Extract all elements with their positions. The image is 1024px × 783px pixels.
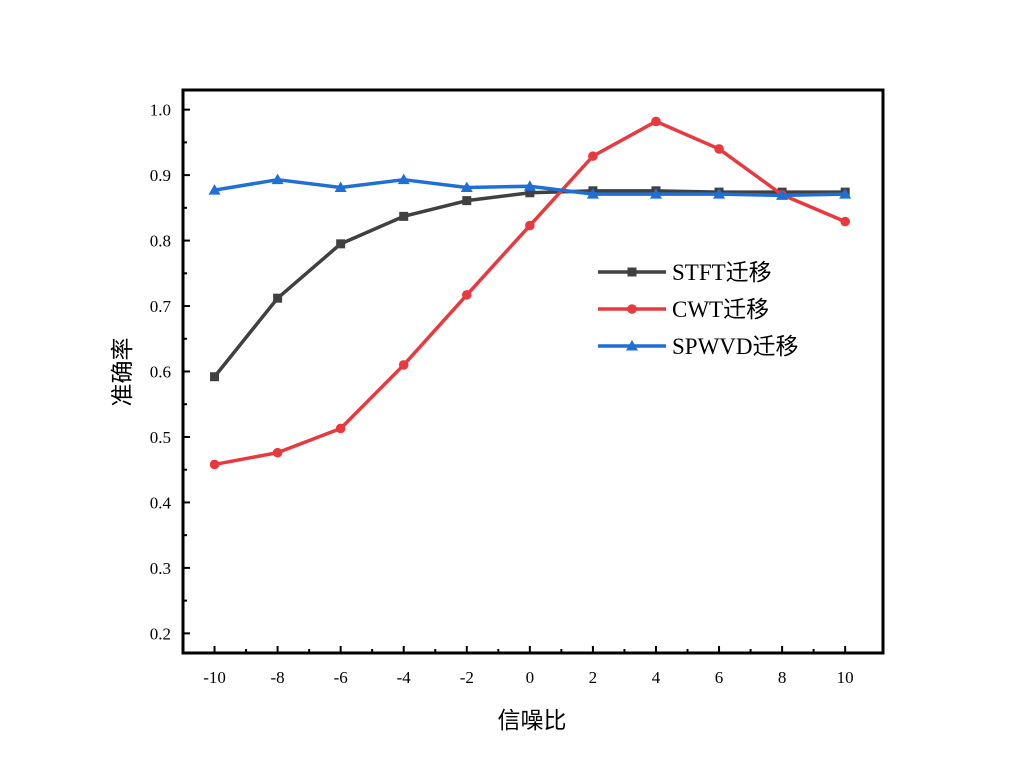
data-point	[272, 447, 283, 458]
legend-marker	[627, 304, 637, 314]
x-tick-label: 6	[715, 668, 724, 687]
data-point	[273, 293, 283, 303]
x-tick-label: -6	[334, 668, 348, 687]
data-point	[776, 189, 789, 200]
y-tick-label: 0.3	[150, 559, 171, 578]
data-point	[649, 188, 662, 199]
data-point	[334, 181, 347, 193]
x-tick-label: -10	[203, 668, 226, 687]
data-point	[651, 116, 661, 127]
legend-marker	[627, 267, 637, 277]
data-point	[588, 151, 598, 161]
series-line	[214, 119, 846, 467]
series-layer	[208, 116, 852, 470]
y-tick-label: 0.8	[150, 232, 171, 251]
series-2	[209, 116, 850, 470]
x-tick-label: 10	[837, 668, 854, 687]
data-point	[398, 360, 409, 370]
data-point	[840, 216, 850, 227]
data-point	[208, 184, 221, 195]
y-tick-label: 0.7	[150, 297, 172, 316]
legend-label: CWT迁移	[672, 297, 769, 322]
plot-frame	[181, 88, 885, 655]
x-tick-label: 2	[589, 668, 598, 687]
x-tick-label: 8	[778, 668, 787, 687]
legend: STFT迁移 CWT迁移 SPWVD迁移	[598, 260, 799, 359]
data-point	[586, 188, 599, 199]
y-tick-label: 0.5	[150, 428, 171, 447]
data-point	[713, 188, 726, 199]
data-point	[462, 196, 472, 206]
data-point	[336, 239, 346, 249]
x-axis-title: 信噪比	[498, 708, 567, 733]
y-tick-label: 0.2	[150, 624, 171, 643]
y-axis-title: 准确率	[110, 338, 135, 407]
x-tick-label: -2	[460, 668, 474, 687]
legend-item: SPWVD迁移	[598, 334, 799, 359]
series-3	[208, 173, 852, 200]
data-point	[210, 372, 220, 382]
y-tick-label: 1.0	[150, 101, 171, 120]
data-point	[714, 144, 724, 154]
y-axis: 0.2 0.3 0.4 0.5 0.6 0.7 0.8 0.9 1.0	[150, 101, 190, 643]
data-point	[209, 459, 220, 470]
data-point	[839, 188, 852, 199]
x-tick-label: -4	[397, 668, 412, 687]
y-tick-label: 0.6	[150, 363, 171, 382]
data-point	[525, 220, 535, 231]
legend-label: STFT迁移	[672, 260, 772, 285]
legend-item: CWT迁移	[598, 297, 769, 322]
legend-label: SPWVD迁移	[672, 334, 799, 359]
legend-item: STFT迁移	[598, 260, 772, 285]
x-tick-label: -8	[271, 668, 285, 687]
y-tick-label: 0.9	[150, 166, 171, 185]
data-point	[461, 290, 472, 300]
data-point	[271, 173, 284, 185]
data-point	[335, 423, 346, 434]
data-point	[460, 181, 473, 193]
y-tick-label: 0.4	[150, 493, 172, 512]
x-tick-label: 0	[526, 668, 535, 687]
data-point	[523, 180, 536, 191]
data-point	[399, 211, 409, 221]
x-tick-label: 4	[652, 668, 661, 687]
legend-marker	[626, 340, 638, 351]
x-axis: -10 -8 -6 -4 -2 0 2 4 6 8 10	[203, 646, 854, 687]
data-point	[397, 173, 410, 185]
data-point	[525, 188, 535, 198]
